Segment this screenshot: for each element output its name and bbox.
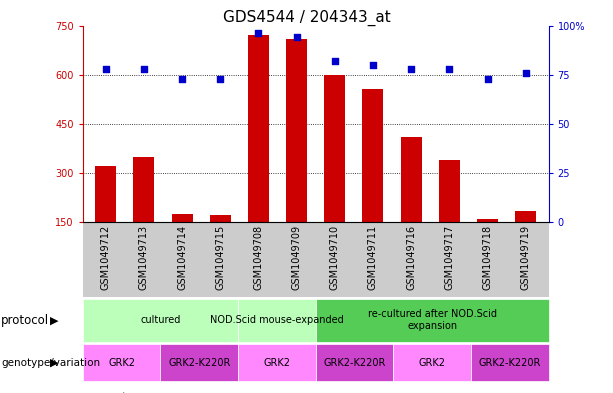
Bar [95,166,116,222]
Text: GRK2-K220R: GRK2-K220R [168,358,230,367]
Bar [324,75,345,222]
Text: count: count [95,392,126,393]
Text: re-cultured after NOD.Scid
expansion: re-cultured after NOD.Scid expansion [368,310,497,331]
Text: GRK2: GRK2 [108,358,135,367]
Point [254,30,264,37]
Point [482,75,492,82]
Point [406,66,416,72]
Point [177,75,187,82]
Text: ■: ■ [80,390,91,393]
Point [368,62,378,68]
Bar [477,219,498,222]
Text: NOD.Scid mouse-expanded: NOD.Scid mouse-expanded [210,315,344,325]
Text: GRK2: GRK2 [264,358,291,367]
Point [330,58,340,64]
Bar [210,215,230,222]
Point [292,34,302,40]
Bar [401,137,422,222]
Text: GRK2: GRK2 [419,358,446,367]
Bar [515,211,536,222]
Bar [439,160,460,222]
Point [521,70,531,76]
Text: cultured: cultured [140,315,181,325]
Bar [134,156,154,222]
Text: ▶: ▶ [50,315,58,325]
Point [101,66,110,72]
Text: genotype/variation: genotype/variation [1,358,101,367]
Point [215,75,225,82]
Text: protocol: protocol [1,314,50,327]
Text: ▶: ▶ [50,358,58,367]
Bar [286,39,307,222]
Bar [248,35,269,222]
Point [444,66,454,72]
Point [139,66,149,72]
Text: GRK2-K220R: GRK2-K220R [479,358,541,367]
Text: GDS4544 / 204343_at: GDS4544 / 204343_at [223,10,390,26]
Bar [362,89,384,222]
Text: GRK2-K220R: GRK2-K220R [323,358,386,367]
Bar [172,214,192,222]
